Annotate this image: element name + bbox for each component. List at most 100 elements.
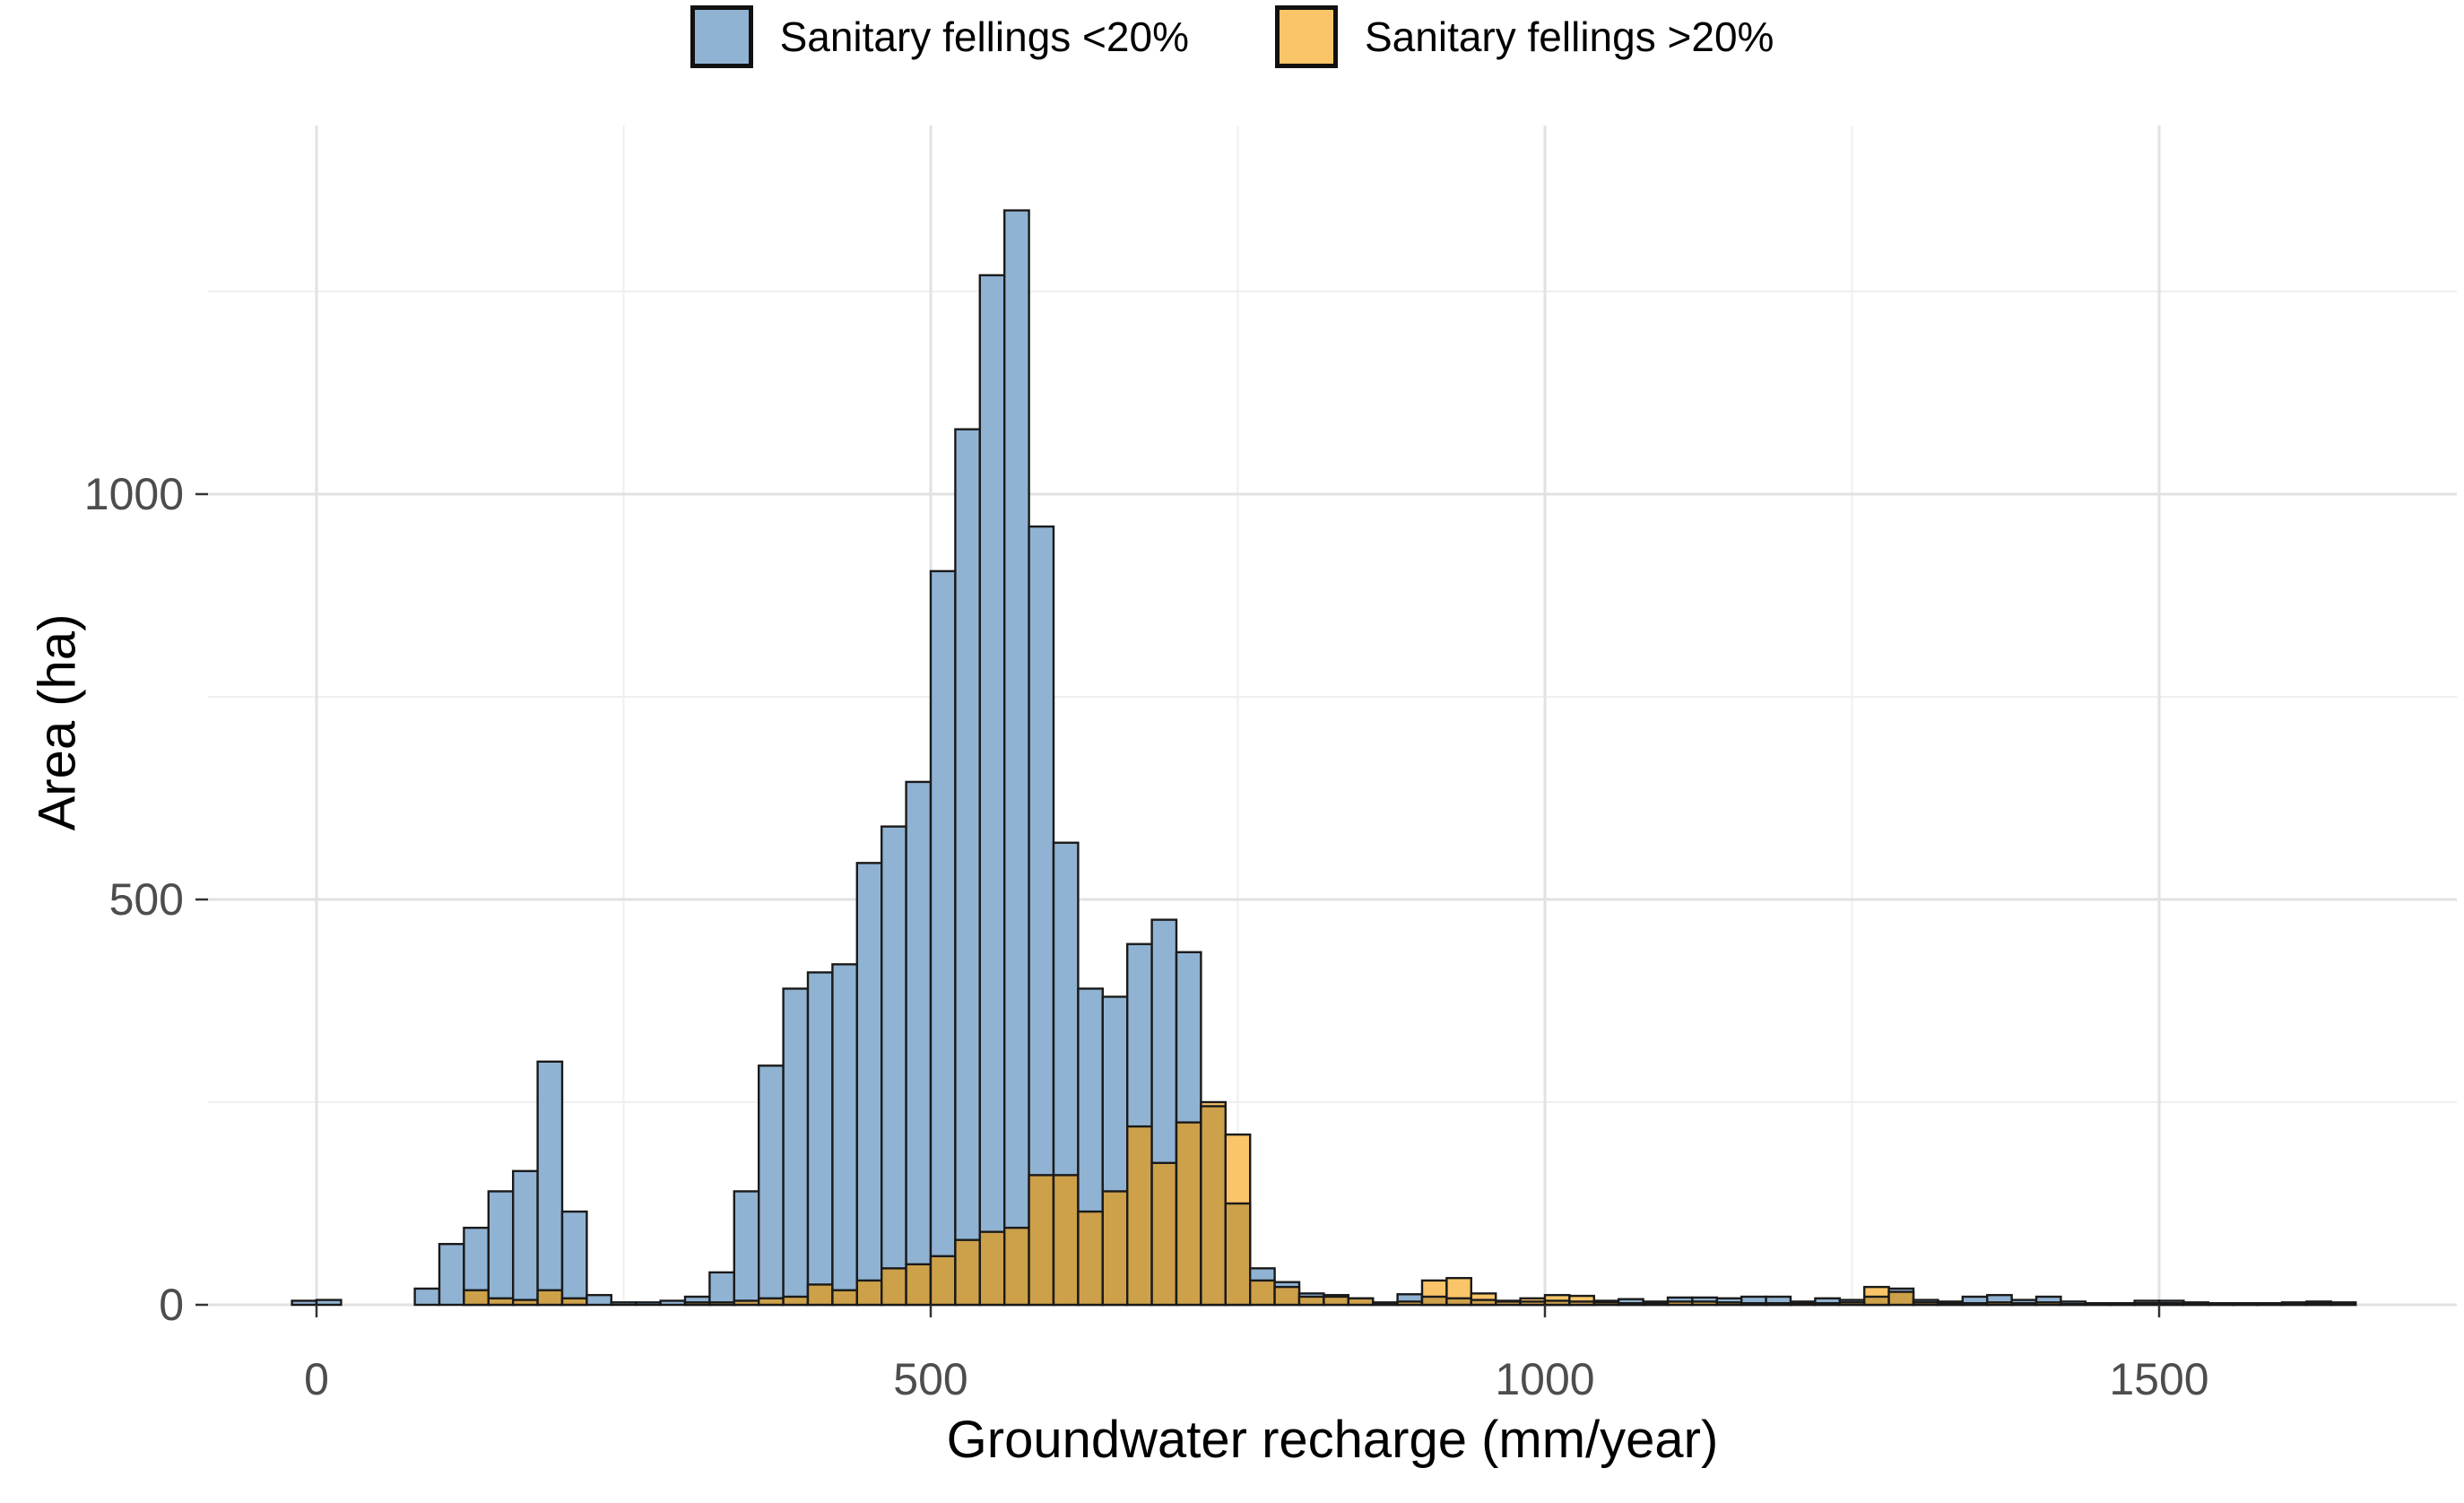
hist-bar-fellings-gt20-overlap xyxy=(1985,1301,2013,1307)
hist-bar-fellings-gt20-overlap xyxy=(1125,1125,1153,1307)
hist-bar-fellings-gt20-overlap xyxy=(1077,1210,1105,1307)
hist-bar-fellings-gt20-overlap xyxy=(463,1289,490,1307)
hist-bar-fellings-gt20-overlap xyxy=(2035,1301,2062,1307)
hist-bar-fellings-gt20-overlap xyxy=(806,1283,834,1307)
hist-bar-fellings-gt20-overlap xyxy=(1420,1295,1448,1307)
legend-item-fellings-gt20: Sanitary fellings >20% xyxy=(1275,5,1774,68)
hist-bar-fellings-lt20 xyxy=(586,1293,613,1307)
x-tick-label: 500 xyxy=(893,1354,967,1404)
hist-bar-fellings-gt20-overlap xyxy=(1862,1295,1890,1307)
hist-bar-fellings-gt20-overlap xyxy=(1715,1301,1743,1307)
y-tick-label: 0 xyxy=(159,1280,184,1330)
hist-bar-fellings-gt20-overlap xyxy=(1838,1301,1866,1307)
y-tick-label: 1000 xyxy=(84,469,184,519)
hist-bar-fellings-gt20-overlap xyxy=(929,1255,957,1307)
hist-bar-fellings-lt20 xyxy=(881,825,907,1307)
x-tick-label: 0 xyxy=(304,1354,329,1404)
hist-bar-fellings-gt20-overlap xyxy=(1568,1300,1596,1307)
hist-bar-fellings-gt20-overlap xyxy=(1101,1190,1129,1307)
hist-bar-fellings-lt20 xyxy=(291,1299,318,1307)
hist-bar-fellings-gt20-overlap xyxy=(1961,1301,1989,1307)
hist-bar-fellings-gt20-overlap xyxy=(831,1289,859,1307)
hist-bar-fellings-gt20-overlap xyxy=(1887,1290,1915,1307)
hist-bar-fellings-lt20 xyxy=(610,1301,638,1307)
hist-bar-fellings-gt20-overlap xyxy=(2256,1302,2284,1307)
hist-bar-fellings-lt20 xyxy=(315,1299,343,1307)
hist-bar-fellings-gt20-overlap xyxy=(2207,1302,2234,1307)
hist-bar-fellings-lt20 xyxy=(929,569,957,1307)
hist-bar-fellings-gt20-overlap xyxy=(1150,1161,1178,1307)
x-axis-title: Groundwater recharge (mm/year) xyxy=(946,1411,1719,1469)
hist-bar-fellings-lt20 xyxy=(560,1210,588,1307)
hist-bar-fellings-gt20-overlap xyxy=(1297,1295,1325,1307)
legend-item-fellings-lt20: Sanitary fellings <20% xyxy=(690,5,1189,68)
hist-bar-fellings-lt20 xyxy=(413,1287,441,1307)
hist-bar-fellings-gt20-overlap xyxy=(758,1297,785,1307)
hist-bar-fellings-gt20-overlap xyxy=(1519,1300,1547,1307)
legend-swatch-orange-icon xyxy=(1275,5,1338,68)
hist-bar-fellings-gt20-overlap xyxy=(733,1299,760,1307)
hist-bar-fellings-gt20-overlap xyxy=(2010,1301,2038,1307)
hist-bar-fellings-gt20-overlap xyxy=(2133,1301,2161,1307)
hist-bar-fellings-gt20-overlap xyxy=(512,1299,539,1307)
legend-swatch-blue-icon xyxy=(690,5,753,68)
hist-bar-fellings-lt20 xyxy=(438,1242,465,1307)
hist-bar-fellings-gt20-overlap xyxy=(1617,1301,1644,1307)
hist-bar-fellings-gt20-overlap xyxy=(1248,1279,1276,1307)
x-tick-label: 1000 xyxy=(1495,1354,1594,1404)
hist-bar-fellings-lt20 xyxy=(758,1064,785,1307)
legend-label-fellings-lt20: Sanitary fellings <20% xyxy=(779,13,1189,60)
hist-bar-fellings-gt20-overlap xyxy=(1347,1297,1375,1307)
hist-bar-fellings-gt20-overlap xyxy=(1470,1299,1497,1307)
hist-bar-fellings-gt20-overlap xyxy=(1224,1202,1252,1307)
hist-bar-fellings-gt20-overlap xyxy=(1642,1301,1670,1307)
hist-bar-fellings-gt20-overlap xyxy=(1323,1295,1350,1307)
hist-bar-fellings-gt20-overlap xyxy=(1175,1121,1202,1307)
hist-bar-fellings-gt20-overlap xyxy=(487,1297,515,1307)
hist-bar-fellings-gt20-overlap xyxy=(2280,1302,2308,1307)
hist-bar-fellings-gt20-overlap xyxy=(2231,1302,2259,1307)
hist-bar-fellings-gt20-overlap xyxy=(2330,1302,2357,1307)
hist-bar-fellings-gt20-overlap xyxy=(881,1267,907,1307)
hist-bar-fellings-gt20-overlap xyxy=(2060,1302,2087,1307)
hist-bar-fellings-gt20-overlap xyxy=(1592,1301,1620,1307)
hist-bar-fellings-gt20-overlap xyxy=(1028,1174,1055,1307)
hist-bar-fellings-gt20-overlap xyxy=(1691,1300,1719,1307)
hist-bar-fellings-lt20 xyxy=(806,971,834,1307)
hist-bar-fellings-lt20 xyxy=(978,274,1006,1307)
hist-bar-fellings-lt20 xyxy=(1002,209,1030,1307)
hist-bar-fellings-gt20-overlap xyxy=(1371,1301,1399,1307)
hist-bar-fellings-gt20-overlap xyxy=(1494,1300,1522,1307)
hist-bar-fellings-gt20-overlap xyxy=(1543,1299,1571,1307)
hist-bar-fellings-gt20-overlap xyxy=(536,1289,564,1307)
hist-bar-fellings-gt20-overlap xyxy=(1445,1297,1473,1307)
hist-bar-fellings-gt20-overlap xyxy=(1666,1300,1694,1307)
hist-bar-fellings-gt20-overlap xyxy=(2084,1302,2112,1307)
hist-bar-fellings-gt20-overlap xyxy=(683,1301,711,1307)
hist-bar-fellings-gt20-overlap xyxy=(1765,1301,1792,1307)
hist-bar-fellings-lt20 xyxy=(954,428,982,1307)
hist-bar-fellings-gt20-overlap xyxy=(1200,1105,1228,1307)
hist-bar-fellings-gt20-overlap xyxy=(1912,1301,1939,1307)
hist-bar-fellings-gt20-overlap xyxy=(1396,1300,1424,1307)
hist-bar-fellings-lt20 xyxy=(536,1060,564,1307)
hist-bar-fellings-gt20-overlap xyxy=(1937,1301,1964,1307)
hist-bar-fellings-lt20 xyxy=(855,862,883,1307)
hist-bar-fellings-gt20-overlap xyxy=(782,1295,810,1307)
hist-bar-fellings-gt20-overlap xyxy=(1273,1285,1301,1307)
hist-bar-fellings-gt20-overlap xyxy=(1814,1301,1842,1307)
hist-bar-fellings-gt20-overlap xyxy=(2108,1302,2136,1307)
hist-bar-fellings-gt20-overlap xyxy=(2305,1301,2332,1307)
hist-bar-fellings-lt20 xyxy=(831,963,859,1307)
hist-bar-fellings-gt20-overlap xyxy=(2182,1302,2209,1307)
hist-bar-fellings-gt20-overlap xyxy=(2157,1301,2185,1307)
hist-bar-fellings-lt20 xyxy=(659,1299,687,1307)
hist-bar-fellings-lt20 xyxy=(635,1301,662,1307)
hist-bar-fellings-gt20-overlap xyxy=(954,1238,982,1307)
hist-bar-fellings-lt20 xyxy=(708,1271,736,1307)
hist-bar-fellings-lt20 xyxy=(905,780,933,1307)
hist-bar-fellings-lt20 xyxy=(512,1169,539,1307)
x-tick-label: 1500 xyxy=(2109,1354,2208,1404)
